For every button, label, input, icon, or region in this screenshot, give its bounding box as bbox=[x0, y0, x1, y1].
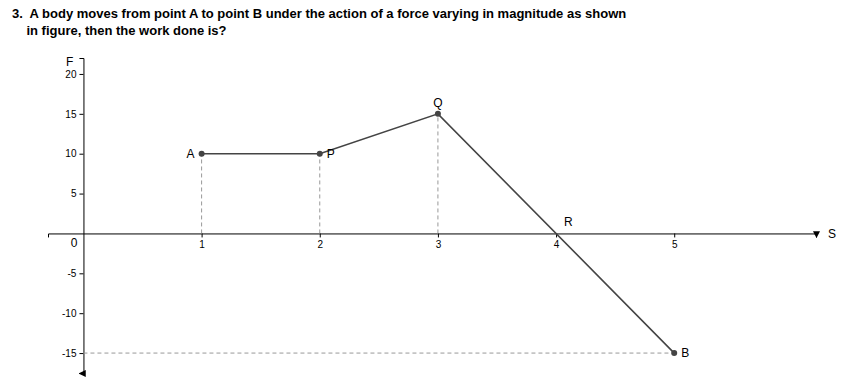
plot: 1 2 3 4 5 -15 -10 -5 5 10 15 20 S F A P Q R B 0 bbox=[49, 55, 837, 373]
x-tick-label: 3 bbox=[436, 239, 442, 250]
y-tick-mark bbox=[79, 313, 83, 314]
y-tick-label: 15 bbox=[65, 109, 77, 120]
chart: 3. A body moves from point A to point B … bbox=[0, 0, 850, 387]
annotation: B bbox=[681, 346, 689, 360]
annotation: 0 bbox=[71, 236, 78, 250]
annotation: A bbox=[187, 147, 195, 161]
x-tick: 5 bbox=[672, 233, 678, 249]
annotation: R bbox=[564, 215, 573, 229]
drop-line bbox=[201, 154, 202, 234]
drop-line bbox=[319, 154, 320, 234]
y-axis-line bbox=[79, 59, 84, 374]
x-tick: 1 bbox=[199, 233, 205, 249]
x-axis: 1 2 3 4 5 bbox=[49, 233, 817, 249]
x-tick-mark bbox=[320, 233, 321, 237]
x-tick-label: 5 bbox=[672, 239, 678, 250]
y-tick-mark bbox=[79, 154, 83, 155]
series-point bbox=[317, 151, 323, 157]
y-tick-mark bbox=[79, 74, 83, 75]
annotation: Q bbox=[433, 96, 442, 110]
title-line: 3. A body moves from point A to point B … bbox=[12, 6, 626, 21]
y-axis-label: F bbox=[66, 55, 73, 69]
title-line: in figure, then the work done is? bbox=[12, 23, 227, 38]
y-tick: -5 bbox=[68, 268, 84, 279]
y-tick-mark bbox=[79, 194, 83, 195]
series-line bbox=[202, 114, 675, 353]
x-tick-mark bbox=[438, 233, 439, 237]
y-tick-mark bbox=[79, 114, 83, 115]
y-tick-label: 20 bbox=[65, 69, 77, 80]
reference-line bbox=[83, 353, 674, 354]
x-tick-label: 2 bbox=[317, 239, 323, 250]
x-tick: 3 bbox=[436, 233, 442, 249]
x-axis-label: S bbox=[828, 227, 836, 241]
series-point bbox=[199, 151, 205, 157]
y-tick: 10 bbox=[65, 148, 83, 159]
y-tick: -10 bbox=[62, 308, 83, 319]
y-tick-label: 10 bbox=[65, 148, 77, 159]
annotation: P bbox=[327, 147, 335, 161]
y-axis: -15 -10 -5 5 10 15 20 bbox=[62, 59, 84, 374]
series-point bbox=[435, 111, 441, 117]
y-tick: 20 bbox=[65, 69, 83, 80]
x-tick-mark bbox=[674, 233, 675, 237]
y-tick-mark bbox=[79, 273, 83, 274]
drop-line bbox=[437, 114, 438, 234]
x-tick-label: 1 bbox=[199, 239, 205, 250]
y-tick-mark bbox=[79, 353, 83, 354]
y-tick-label: 5 bbox=[71, 188, 77, 199]
y-tick-label: -15 bbox=[62, 348, 77, 359]
annotations: A P Q R B 0 bbox=[71, 96, 689, 360]
y-tick: -15 bbox=[62, 348, 83, 359]
series-point bbox=[671, 350, 677, 356]
title: 3. A body moves from point A to point B … bbox=[12, 6, 626, 38]
marks bbox=[83, 111, 677, 356]
x-tick-label: 4 bbox=[554, 239, 560, 250]
y-tick-label: -5 bbox=[68, 268, 77, 279]
x-tick: 2 bbox=[317, 233, 323, 249]
x-axis-line bbox=[49, 234, 817, 238]
y-tick: 15 bbox=[65, 109, 83, 120]
y-tick: 5 bbox=[71, 188, 84, 199]
y-tick-label: -10 bbox=[62, 308, 77, 319]
x-tick-mark bbox=[202, 233, 203, 237]
